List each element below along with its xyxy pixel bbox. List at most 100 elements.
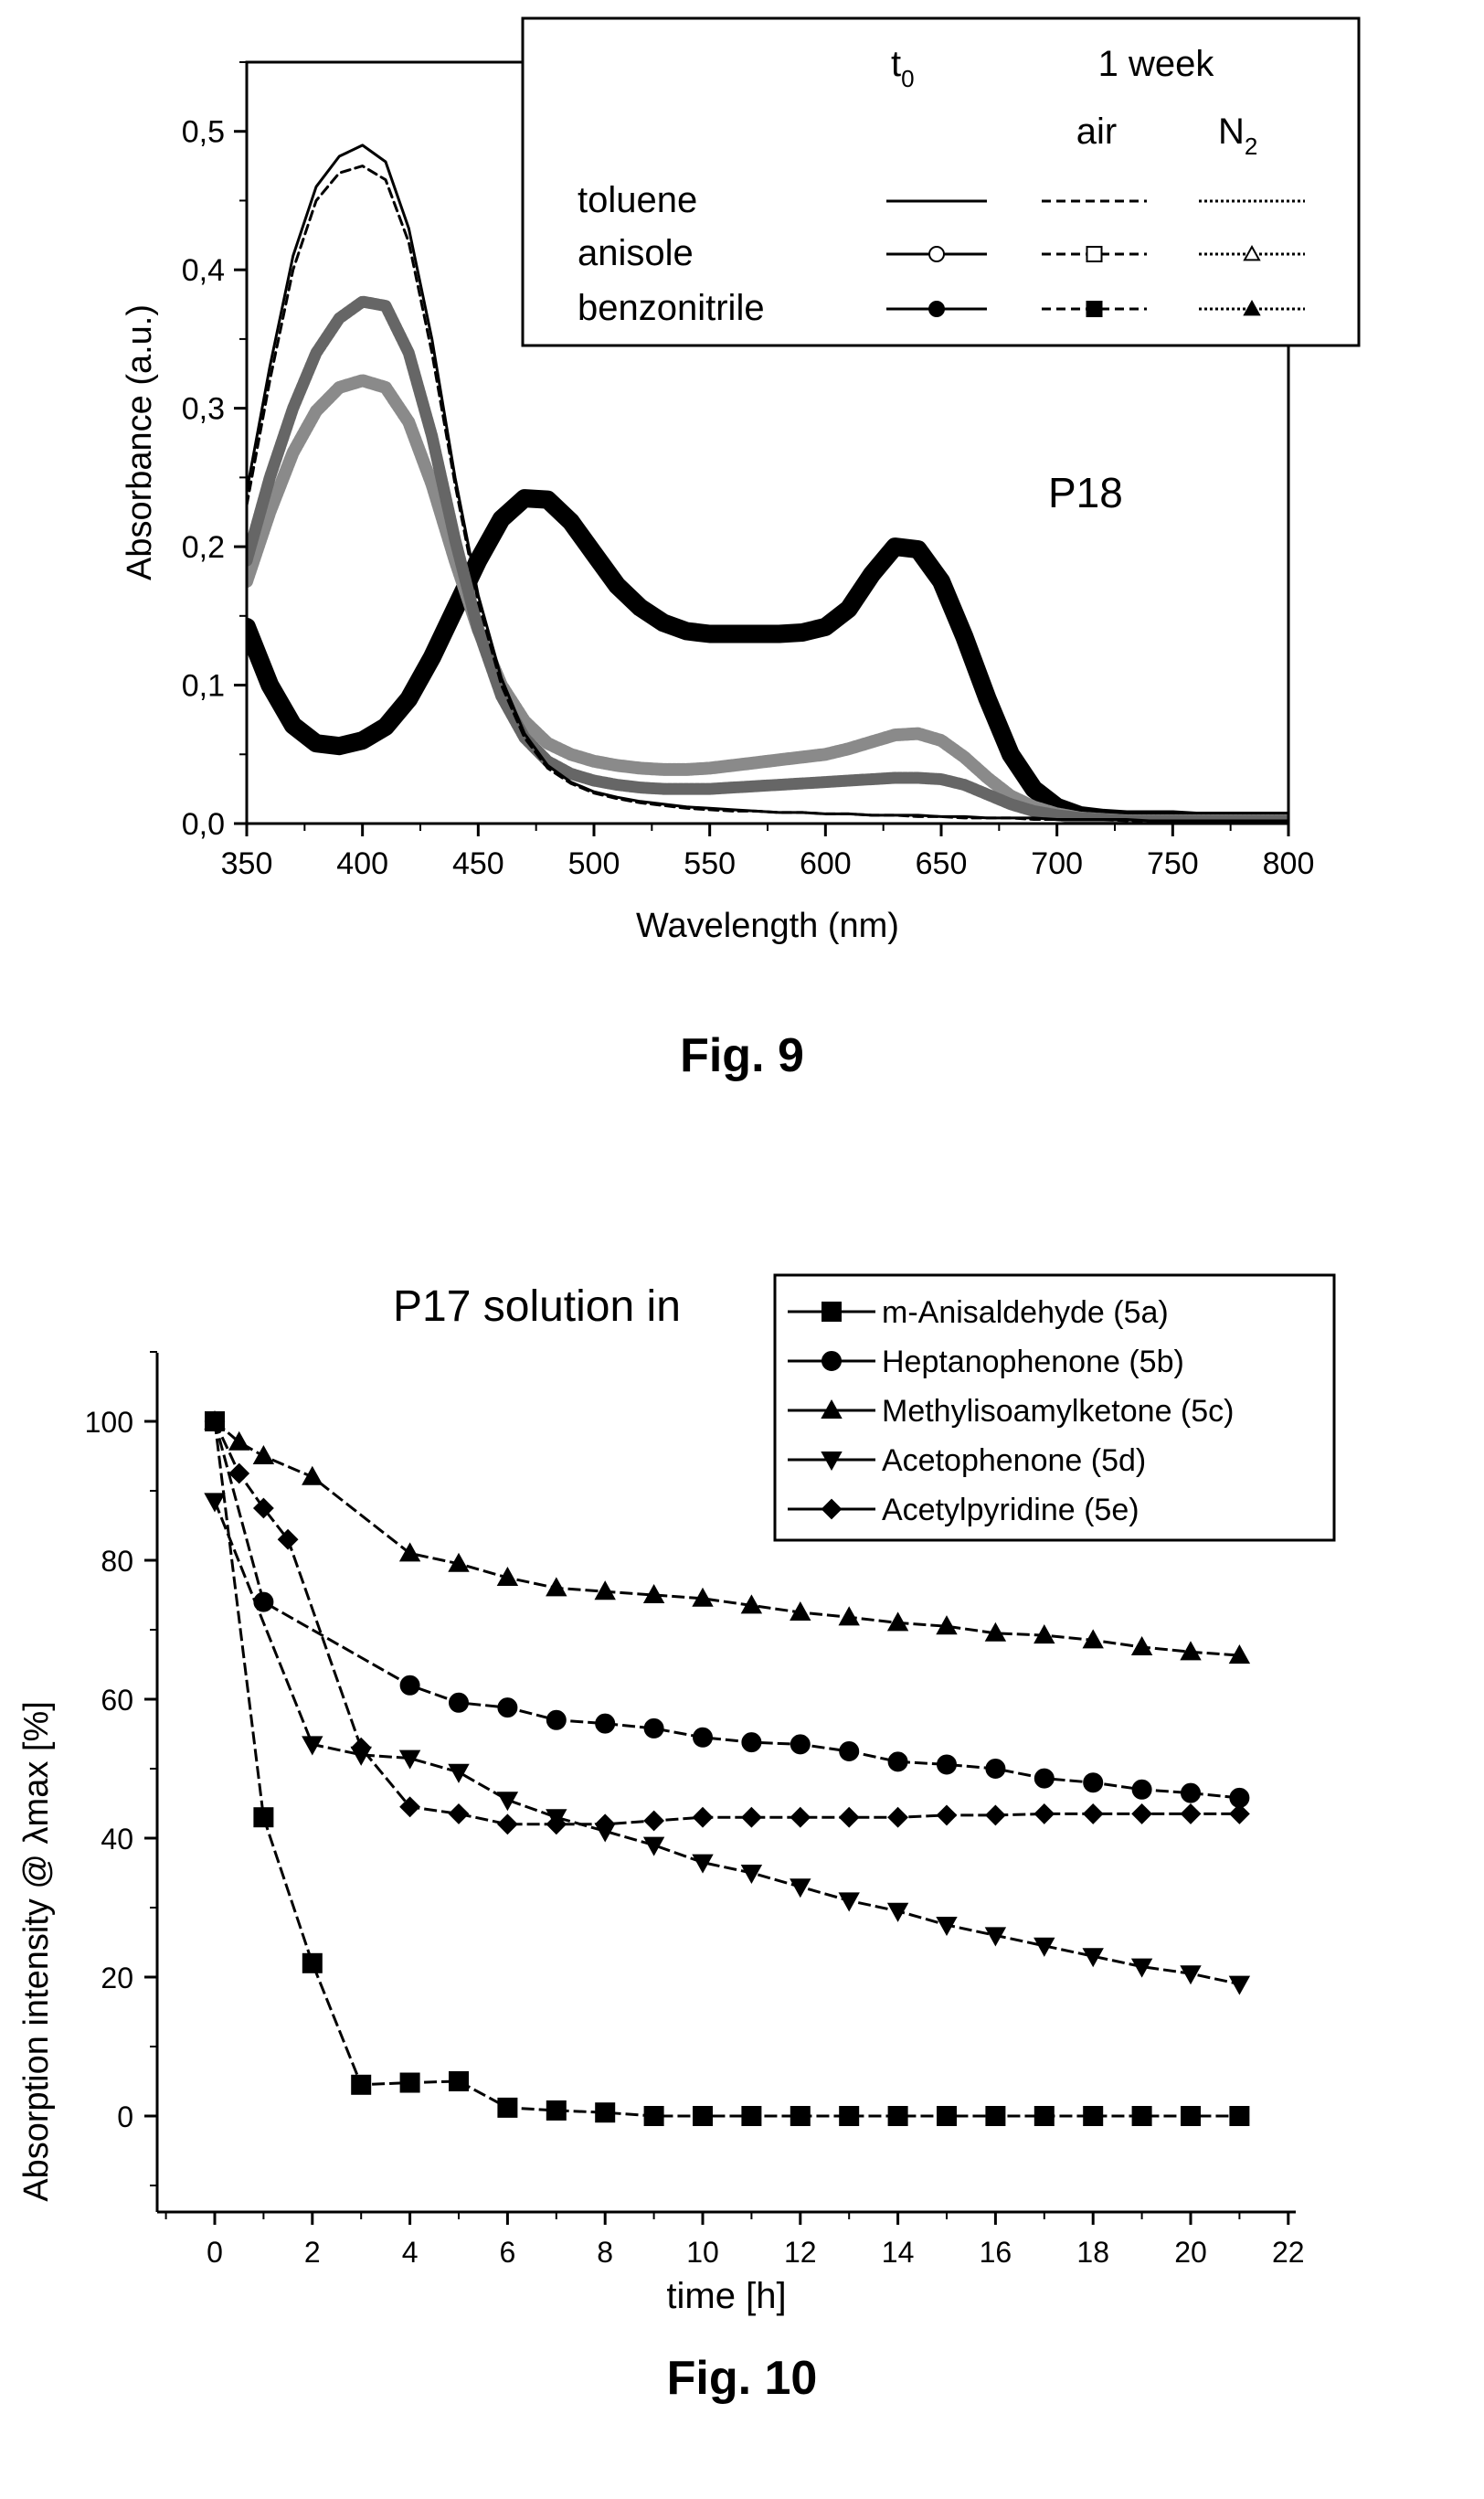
fig10-point-acetophenone [302, 1736, 323, 1756]
fig10-legend-label: Acetophenone (5d) [882, 1443, 1146, 1478]
fig10-point-methylisoamylketone [642, 1583, 665, 1603]
fig10-point-methylisoamylketone [1082, 1629, 1104, 1649]
fig9-y-tick-label: 0,1 [182, 669, 225, 704]
fig10-point-acetophenone [886, 1902, 909, 1922]
fig10-x-tick-label: 6 [500, 2236, 516, 2269]
fig10-point-heptanophenone [449, 1692, 469, 1713]
fig10-point-acetylpyridine [887, 1806, 909, 1828]
fig10-point-m-anisaldehyde [546, 2100, 567, 2121]
fig10-point-methylisoamylketone [252, 1444, 275, 1464]
fig9-legend-marker [928, 301, 945, 317]
fig10-point-acetophenone [496, 1792, 519, 1812]
fig9-caption: Fig. 9 [680, 1029, 804, 1082]
fig9-y-tick-label: 0,2 [182, 530, 225, 565]
fig10-point-heptanophenone [1034, 1768, 1055, 1789]
fig9-legend-marker [1086, 246, 1103, 262]
fig10-point-acetylpyridine [277, 1528, 299, 1550]
fig10-point-acetophenone [1034, 1937, 1055, 1957]
fig10-series-line-m-anisaldehyde [213, 1420, 1240, 2118]
fig10-point-acetylpyridine [740, 1806, 762, 1828]
fig10-point-acetophenone [740, 1865, 763, 1885]
fig9-y-tick-label: 0,4 [182, 253, 225, 288]
fig10-point-m-anisaldehyde [1034, 2106, 1055, 2126]
fig10-point-acetylpyridine [594, 1813, 616, 1835]
fig10-point-heptanophenone [595, 1713, 616, 1734]
fig9-x-tick-label: 650 [916, 846, 968, 881]
fig10-point-acetylpyridine [399, 1796, 421, 1818]
fig10-point-acetylpyridine [228, 1462, 250, 1484]
fig10-point-acetylpyridine [1131, 1802, 1153, 1824]
fig9-legend-row-anisole: anisole [578, 233, 694, 273]
fig10-point-acetophenone [1180, 1965, 1202, 1985]
fig10-x-tick-label: 10 [686, 2236, 719, 2269]
fig10-point-m-anisaldehyde [643, 2106, 664, 2126]
fig10-point-acetophenone [1082, 1948, 1104, 1968]
fig10-point-methylisoamylketone [398, 1542, 421, 1562]
fig10-series-group [204, 1409, 1251, 2126]
fig9-legend-header-air: air [1076, 112, 1117, 152]
fig10-title: P17 solution in [393, 1282, 681, 1331]
fig10-point-m-anisaldehyde [351, 2074, 372, 2095]
fig10-point-m-anisaldehyde [1229, 2106, 1250, 2126]
fig9-legend-header-n2-sub: 2 [1245, 133, 1257, 160]
fig9-x-tick-label: 400 [336, 846, 388, 881]
fig10-point-acetylpyridine [936, 1804, 958, 1826]
fig10-y-tick-label: 40 [101, 1823, 133, 1856]
fig10-point-heptanophenone [1181, 1782, 1201, 1803]
fig9-chart: 350 400 450 500 550 600 650 700 750 800 0,0 0,1 0,2 0… [121, 16, 1361, 945]
fig10-point-acetophenone [398, 1749, 421, 1770]
fig9-series-anisole-t0 [247, 295, 1288, 824]
fig10-point-methylisoamylketone [1228, 1644, 1251, 1664]
fig10-series-line-acetophenone [213, 1500, 1240, 1986]
fig9-legend-samples [886, 199, 1305, 317]
fig10-chart: P17 solution in 0 2 4 6 8 10 12 14 16 18 20 22 0 20 40… [17, 1273, 1336, 2316]
fig10-point-m-anisaldehyde [937, 2106, 957, 2126]
fig10-legend-box [773, 1273, 1336, 1542]
fig10-point-heptanophenone [937, 1754, 957, 1775]
fig10-point-acetylpyridine [350, 1737, 372, 1759]
fig9-y-tick-label: 0,5 [182, 115, 225, 150]
fig10-point-acetylpyridine [838, 1806, 860, 1828]
fig10-point-methylisoamylketone [302, 1465, 323, 1485]
fig10-point-heptanophenone [790, 1734, 811, 1755]
fig10-series-line-methylisoamylketone [214, 1420, 1240, 1657]
fig9-x-tick-label: 450 [452, 846, 504, 881]
fig10-point-m-anisaldehyde [741, 2106, 762, 2126]
fig10-legend-label: Methylisoamylketone (5c) [882, 1394, 1234, 1429]
fig10-point-methylisoamylketone [790, 1600, 811, 1621]
fig10-point-acetylpyridine [1082, 1802, 1104, 1824]
fig9-legend-header-week: 1 week [1098, 44, 1215, 84]
fig9-legend-header-t0-sub: 0 [901, 65, 914, 92]
fig9-series-group [247, 144, 1288, 824]
fig10-point-heptanophenone [741, 1732, 762, 1753]
fig10-caption: Fig. 10 [666, 2352, 818, 2405]
fig10-x-tick-label: 8 [597, 2236, 613, 2269]
fig9-legend-row-toluene: toluene [578, 180, 697, 220]
fig10-y-tick-label: 60 [101, 1684, 133, 1717]
fig10-point-acetylpyridine [448, 1802, 470, 1824]
fig10-point-methylisoamylketone [984, 1622, 1007, 1642]
fig10-legend-marker [821, 1452, 843, 1472]
fig10-point-m-anisaldehyde [887, 2106, 908, 2126]
fig10-legend-marker [821, 1398, 843, 1419]
fig9-legend-marker [1086, 301, 1103, 317]
fig10-point-m-anisaldehyde [693, 2106, 713, 2126]
fig10-point-heptanophenone [887, 1751, 908, 1772]
fig9-axes: 350 400 450 500 550 600 650 700 750 800 0,0 0,1 0,2 0… [182, 61, 1314, 881]
fig10-x-tick-label: 14 [882, 2236, 915, 2269]
fig10-point-acetylpyridine [1180, 1802, 1202, 1824]
fig10-point-acetylpyridine [546, 1813, 567, 1835]
fig9-series-benzonitrile-t0 [247, 374, 1288, 824]
fig10-point-acetylpyridine [984, 1804, 1006, 1826]
fig10-x-tick-label: 2 [304, 2236, 321, 2269]
fig9-legend-marker [1243, 244, 1261, 261]
fig10-point-acetophenone [936, 1917, 958, 1937]
fig9-legend-header-n2: N2 [1218, 112, 1257, 160]
fig10-point-acetophenone [1130, 1958, 1153, 1978]
fig10-point-methylisoamylketone [1034, 1624, 1055, 1644]
fig10-point-acetophenone [838, 1892, 860, 1912]
fig9-series-benzonitrile-N2 [247, 489, 1288, 824]
fig9-x-tick-label: 750 [1147, 846, 1199, 881]
fig10-legend-marker [822, 1351, 842, 1371]
fig10-point-methylisoamylketone [886, 1611, 909, 1632]
